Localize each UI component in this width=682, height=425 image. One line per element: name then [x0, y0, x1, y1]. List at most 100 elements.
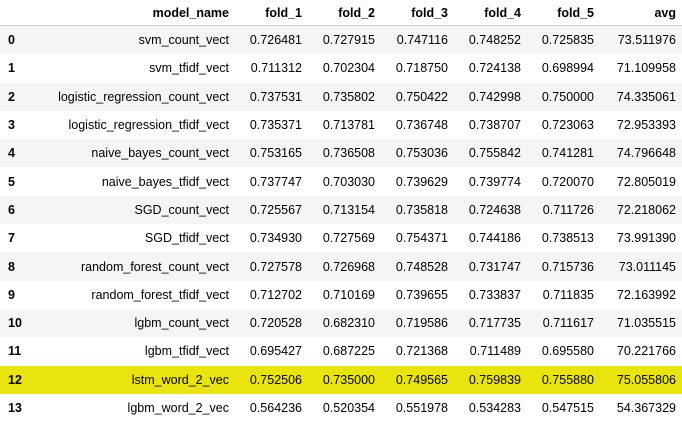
fold-5-cell: 0.695580 — [541, 344, 594, 359]
model-name-cell: svm_tfidf_vect — [149, 61, 229, 76]
model-name-cell: SGD_count_vect — [36, 195, 235, 225]
fold-1-cell: 0.753165 — [235, 139, 308, 168]
row-index: 3 — [8, 118, 15, 133]
index-header — [0, 0, 36, 26]
model-name-cell: logistic_regression_tfidf_vect — [68, 118, 230, 133]
fold-1-cell: 0.726481 — [235, 25, 308, 55]
table-row: 1 svm_tfidf_vect 0.711312 0.702304 0.718750 0… — [0, 54, 682, 82]
fold-5-cell: 0.698994 — [541, 61, 594, 76]
column-header-fold-4: fold_4 — [454, 0, 527, 26]
fold-5-cell: 0.711617 — [527, 308, 600, 338]
column-header-fold-1: fold_1 — [235, 0, 308, 26]
avg-cell: 54.367329 — [616, 401, 676, 415]
fold-3-cell: 0.753036 — [381, 139, 454, 168]
fold-2-cell: 0.702304 — [322, 61, 375, 76]
row-index: 11 — [8, 344, 22, 359]
fold-4-cell: 0.711489 — [469, 344, 521, 359]
fold-4-cell: 0.738707 — [468, 118, 521, 133]
fold-1-cell: 0.752506 — [235, 365, 308, 394]
avg-cell: 72.805019 — [616, 174, 676, 189]
fold-1-cell: 0.737747 — [249, 174, 302, 189]
row-index: 7 — [8, 231, 15, 246]
avg-cell: 71.109958 — [616, 61, 676, 76]
model-name-cell: lgbm_count_vect — [36, 308, 235, 338]
fold-3-cell: 0.747116 — [381, 25, 454, 55]
fold-5-cell: 0.547515 — [541, 401, 594, 415]
row-index: 2 — [0, 82, 36, 111]
model-name-cell: SGD_tfidf_vect — [144, 231, 229, 246]
fold-1-cell: 0.734930 — [249, 231, 302, 246]
avg-cell: 70.221766 — [616, 344, 676, 359]
model-name-cell: naive_bayes_tfidf_vect — [101, 174, 229, 189]
avg-cell: 73.991390 — [616, 231, 676, 246]
avg-cell: 73.511976 — [600, 25, 682, 55]
avg-cell: 72.218062 — [600, 195, 682, 225]
model-name-cell: naive_bayes_count_vect — [36, 139, 235, 168]
fold-2-cell: 0.735000 — [308, 365, 381, 394]
model-name-cell: random_forest_tfidf_vect — [91, 287, 229, 302]
fold-2-cell: 0.687225 — [322, 344, 375, 359]
fold-1-cell: 0.735371 — [249, 118, 302, 133]
fold-1-cell: 0.712702 — [249, 287, 302, 302]
row-index: 6 — [0, 195, 36, 225]
column-header-fold-5: fold_5 — [527, 0, 600, 26]
model-name-cell: lgbm_tfidf_vect — [144, 344, 229, 359]
row-index: 4 — [0, 139, 36, 168]
fold-3-cell: 0.736748 — [395, 118, 448, 133]
fold-2-cell: 0.713154 — [308, 195, 381, 225]
row-index: 8 — [0, 252, 36, 281]
fold-3-cell: 0.749565 — [381, 365, 454, 394]
fold-5-cell: 0.711726 — [527, 195, 600, 225]
avg-cell: 72.953393 — [616, 118, 676, 133]
fold-4-cell: 0.744186 — [468, 231, 521, 246]
fold-5-cell: 0.755880 — [527, 365, 600, 394]
row-index: 13 — [8, 401, 22, 415]
model-name-cell: svm_count_vect — [36, 25, 235, 55]
fold-5-cell: 0.750000 — [527, 82, 600, 111]
fold-4-cell: 0.755842 — [454, 139, 527, 168]
fold-4-cell: 0.759839 — [454, 365, 527, 394]
avg-cell: 75.055806 — [600, 365, 682, 394]
fold-5-cell: 0.711835 — [542, 287, 594, 302]
fold-1-cell: 0.695427 — [249, 344, 302, 359]
fold-1-cell: 0.711312 — [250, 61, 302, 76]
fold-2-cell: 0.682310 — [308, 308, 381, 338]
fold-4-cell: 0.724638 — [454, 195, 527, 225]
table-row: 7 SGD_tfidf_vect 0.734930 0.727569 0.754371 0… — [0, 224, 682, 252]
row-index: 5 — [8, 174, 15, 189]
fold-5-cell: 0.741281 — [527, 139, 600, 168]
column-header-fold-3: fold_3 — [381, 0, 454, 26]
fold-3-cell: 0.739629 — [395, 174, 448, 189]
table-row: 8 random_forest_count_vect 0.727578 0.72696… — [0, 252, 682, 281]
fold-3-cell: 0.735818 — [381, 195, 454, 225]
fold-4-cell: 0.534283 — [468, 401, 521, 415]
fold-3-cell: 0.551978 — [395, 401, 448, 415]
table-row: 3 logistic_regression_tfidf_vect 0.735371 0… — [0, 111, 682, 139]
table-row: 11 lgbm_tfidf_vect 0.695427 0.687225 0.72136… — [0, 337, 682, 365]
fold-2-cell: 0.727915 — [308, 25, 381, 55]
table-row: 13 lgbm_word_2_vec 0.564236 0.520354 0.55197… — [0, 394, 682, 422]
row-index: 9 — [8, 287, 15, 302]
fold-5-cell: 0.725835 — [527, 25, 600, 55]
fold-4-cell: 0.739774 — [468, 174, 521, 189]
fold-2-cell: 0.736508 — [308, 139, 381, 168]
fold-4-cell: 0.733837 — [468, 287, 521, 302]
model-name-cell: logistic_regression_count_vect — [36, 82, 235, 111]
table-row: 4 naive_bayes_count_vect 0.753165 0.736508 0… — [0, 139, 682, 168]
fold-2-cell: 0.735802 — [308, 82, 381, 111]
fold-2-cell: 0.520354 — [322, 401, 375, 415]
avg-cell: 71.035515 — [600, 308, 682, 338]
fold-3-cell: 0.754371 — [395, 231, 448, 246]
fold-4-cell: 0.742998 — [454, 82, 527, 111]
table-header-row: model_name fold_1 fold_2 fold_3 fold_4 f… — [0, 0, 682, 26]
model-name-cell: random_forest_count_vect — [36, 252, 235, 281]
fold-5-cell: 0.738513 — [541, 231, 594, 246]
fold-3-cell: 0.739655 — [395, 287, 448, 302]
fold-5-cell: 0.715736 — [527, 252, 600, 281]
column-header-avg: avg — [600, 0, 682, 26]
fold-4-cell: 0.717735 — [454, 308, 527, 338]
column-header-model-name: model_name — [36, 0, 235, 26]
table-row: 10 lgbm_count_vect 0.720528 0.682310 0.71958… — [0, 308, 682, 338]
